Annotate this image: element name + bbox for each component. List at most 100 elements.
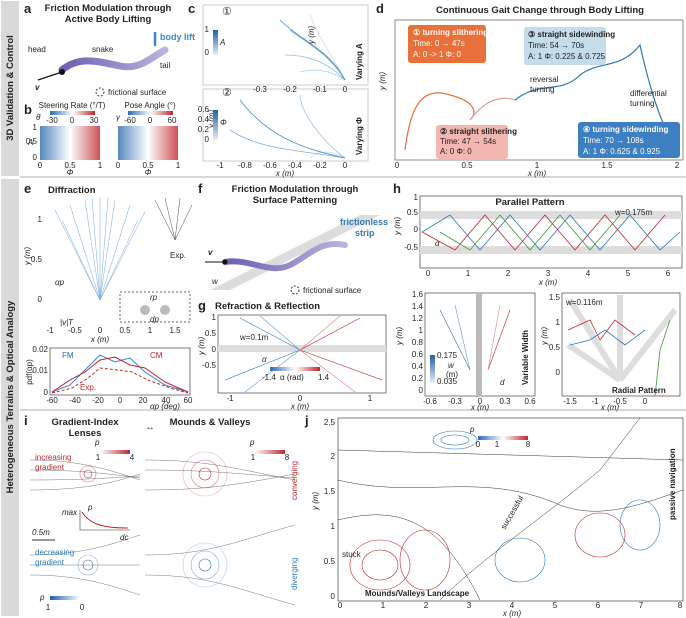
path-shape xyxy=(29,574,141,596)
e-pdf-xticks-4: 20 xyxy=(139,396,148,405)
line-shape xyxy=(617,308,678,382)
ellipse-shape xyxy=(619,499,661,551)
c-trajectories xyxy=(229,14,346,159)
line-shape xyxy=(37,71,63,81)
circle-shape xyxy=(82,559,94,571)
h-vw-title: Variable Width xyxy=(521,330,530,385)
d-trajectory xyxy=(404,43,676,151)
b-cb1-ticks-2: 30 xyxy=(90,116,99,125)
circle-shape xyxy=(198,467,212,481)
h-xticks-2: 2 xyxy=(506,269,511,278)
i-dc: dc xyxy=(120,533,128,542)
b-xticks-1: 0.5 xyxy=(142,161,154,170)
rect-shape xyxy=(1,1,19,176)
path-shape xyxy=(81,511,129,529)
h-vw-xticks-4: 0.6 xyxy=(524,397,536,406)
h-xticks-3: 3 xyxy=(546,269,551,278)
j-xticks-0: 0 xyxy=(338,601,343,610)
h-xlabel: x (m) xyxy=(600,403,620,412)
i-inc-1: gradient xyxy=(35,463,65,472)
e-xlabel: x (m) xyxy=(90,335,110,344)
j-ylabel: y (m) xyxy=(311,491,320,511)
j-successful: successful xyxy=(499,494,526,531)
h-vw-xticks-0: -0.6 xyxy=(423,397,437,406)
e-xticks-2: 0 xyxy=(98,326,103,335)
ellipse-shape xyxy=(440,434,470,446)
d-differential-1: turning xyxy=(630,99,654,108)
path-shape xyxy=(569,329,646,346)
h-vw-rays xyxy=(439,304,511,371)
i-dec-1: gradient xyxy=(35,558,65,567)
i-p: p xyxy=(39,593,45,602)
i-converging: converging xyxy=(290,461,299,500)
h-xticks-5: 5 xyxy=(626,269,631,278)
e-xticks-0: -1 xyxy=(46,326,54,335)
d-boxes-3-time: Time: 70 → 108s xyxy=(583,136,644,145)
a-label: a xyxy=(24,1,32,16)
h-vw-yticks-4: 0.8 xyxy=(412,338,424,347)
e-xticks-5: 1.5 xyxy=(169,326,181,335)
i-p: p xyxy=(249,438,255,447)
path-shape xyxy=(54,209,101,301)
f-v: v xyxy=(208,248,213,257)
a-surface: frictional surface xyxy=(108,88,167,97)
j-xticks-6: 6 xyxy=(596,601,601,610)
e-title: Diffraction xyxy=(48,185,96,196)
h-radial-yticks-0: 1.5 xyxy=(549,293,561,302)
i-p: p xyxy=(87,503,93,512)
c-label: c xyxy=(188,1,195,16)
side-labels-0: 3D Validation & Control xyxy=(5,35,16,141)
path-shape xyxy=(58,46,169,74)
c-vary2: Varying Φ xyxy=(355,117,364,155)
h-vw-cb-1: 0.035 xyxy=(437,377,458,386)
h-vw-yticks-7: 0.2 xyxy=(412,374,424,383)
path-shape xyxy=(337,449,684,461)
d-xticks-1: 0.5 xyxy=(461,161,473,170)
g-ylabel: y (m) xyxy=(197,336,206,356)
i-cb1-1: 4 xyxy=(130,453,135,462)
path-shape xyxy=(439,417,641,601)
path-shape xyxy=(439,309,471,371)
h-vw-yticks-1: 1.4 xyxy=(412,302,424,311)
circle-shape xyxy=(190,459,220,489)
path-shape xyxy=(51,356,189,393)
i-valleys xyxy=(77,542,228,588)
path-shape xyxy=(654,319,671,397)
j-landscape: Mounds/Valleys Landscape xyxy=(365,589,470,598)
g-alpha: α xyxy=(262,355,267,364)
j-xticks-5: 5 xyxy=(553,601,558,610)
h-vw-xticks-3: 0.3 xyxy=(499,397,511,406)
ellipse-shape xyxy=(349,539,411,591)
path-shape xyxy=(69,204,101,301)
i-cb1-0: 1 xyxy=(96,453,101,462)
path-shape xyxy=(144,469,296,479)
path-shape xyxy=(469,97,516,121)
h-vw-xticks-2: 0 xyxy=(478,397,483,406)
rect-shape xyxy=(40,126,100,160)
side-labels-1: Heterogeneous Terrains & Optical Analogy xyxy=(5,300,16,493)
circle-shape xyxy=(290,285,300,295)
d-boxes-1-params: A: 0 Φ: 0 xyxy=(440,147,472,156)
g-yticks-2: 0 xyxy=(212,345,217,354)
d-boxes-2-title: ③ straight sidewinding xyxy=(528,30,615,39)
i-arrow: ↔ xyxy=(145,422,155,433)
h-vw-yticks-8: 0 xyxy=(419,386,424,395)
j-xlabel: x (m) xyxy=(502,609,522,618)
e-legend-0: FM xyxy=(62,351,74,360)
d-title: Continuous Gait Change through Body Lift… xyxy=(436,5,644,16)
h-vw-yticks-0: 1.6 xyxy=(412,290,424,299)
path-shape xyxy=(309,14,346,81)
b-xticks-0: 0 xyxy=(116,161,121,170)
b-xticks-2: 1 xyxy=(98,161,103,170)
d-boxes-1-time: Time: 47 → 54s xyxy=(440,137,496,146)
path-shape xyxy=(284,54,346,81)
e-pdf-xticks-5: 40 xyxy=(162,396,171,405)
g-title: Refraction & Reflection xyxy=(215,301,320,312)
rect-shape xyxy=(337,417,684,602)
rect-shape xyxy=(100,450,130,454)
b-xticks-2: 1 xyxy=(176,161,181,170)
e-pdf-label: pdf(αp) xyxy=(25,359,34,385)
e-legend-1: CM xyxy=(150,351,163,360)
e-xticks-1: -0.5 xyxy=(68,326,82,335)
c-xticks1-3: 0 xyxy=(343,85,348,94)
